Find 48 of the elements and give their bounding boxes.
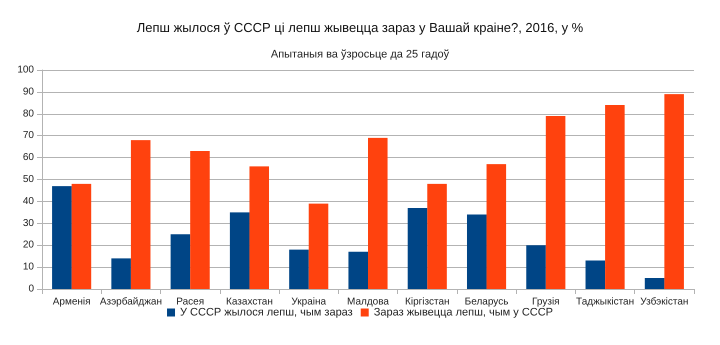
bar <box>190 151 210 289</box>
x-tick-label: Расея <box>176 296 204 308</box>
bar <box>72 184 92 289</box>
x-tick-label: Украіна <box>291 296 327 308</box>
x-tick-label: Беларусь <box>464 296 508 308</box>
x-tick-label: Узбэкістан <box>640 296 688 308</box>
x-tick-label: Арменія <box>52 296 91 308</box>
bar <box>170 234 190 289</box>
x-tick-label: Таджыкістан <box>576 296 634 308</box>
y-tick-label: 90 <box>22 86 34 98</box>
bar <box>546 116 566 289</box>
bar <box>644 278 664 289</box>
y-tick-label: 0 <box>28 284 34 294</box>
x-tick-label: Малдова <box>347 296 390 308</box>
y-tick-label: 10 <box>22 262 34 273</box>
y-tick-label: 40 <box>22 196 34 207</box>
bar <box>486 164 506 289</box>
bar <box>526 245 546 289</box>
bar <box>586 260 606 289</box>
bar <box>130 140 150 289</box>
bar <box>664 94 684 289</box>
bar <box>308 204 328 289</box>
chart-title: Лепш жылося ў СССР ці лепш жывецца зараз у Вашай краіне?, 2016, у % <box>136 20 584 35</box>
bar <box>368 138 388 289</box>
x-tick-label: Азэрбайджан <box>100 296 162 308</box>
x-tick-label: Грузія <box>532 296 560 308</box>
y-tick-label: 70 <box>22 130 34 142</box>
bar <box>52 186 72 289</box>
x-tick-label: Казахстан <box>226 296 273 308</box>
bar <box>605 105 625 289</box>
legend-label: Зараз жывецца лепш, чым у СССР <box>374 306 553 318</box>
bar <box>230 212 250 289</box>
y-tick-label: 50 <box>22 174 34 185</box>
bar <box>466 214 487 289</box>
chart-subtitle: Апытаныя ва ўзросьце да 25 гадоў <box>270 48 450 60</box>
bar <box>408 208 428 289</box>
y-tick-label: 20 <box>22 240 34 251</box>
y-tick-label: 60 <box>22 152 34 164</box>
y-tick-label: 30 <box>22 218 34 229</box>
x-tick-label: Кіргізстан <box>405 296 450 308</box>
bar <box>249 166 270 289</box>
legend-label: У СССР жылося лепш, чым зараз <box>180 306 353 318</box>
y-tick-label: 100 <box>17 64 34 76</box>
y-tick-label: 80 <box>22 108 34 120</box>
bar <box>111 258 131 289</box>
bar <box>427 184 447 289</box>
bar <box>289 250 309 289</box>
bar <box>348 252 368 289</box>
